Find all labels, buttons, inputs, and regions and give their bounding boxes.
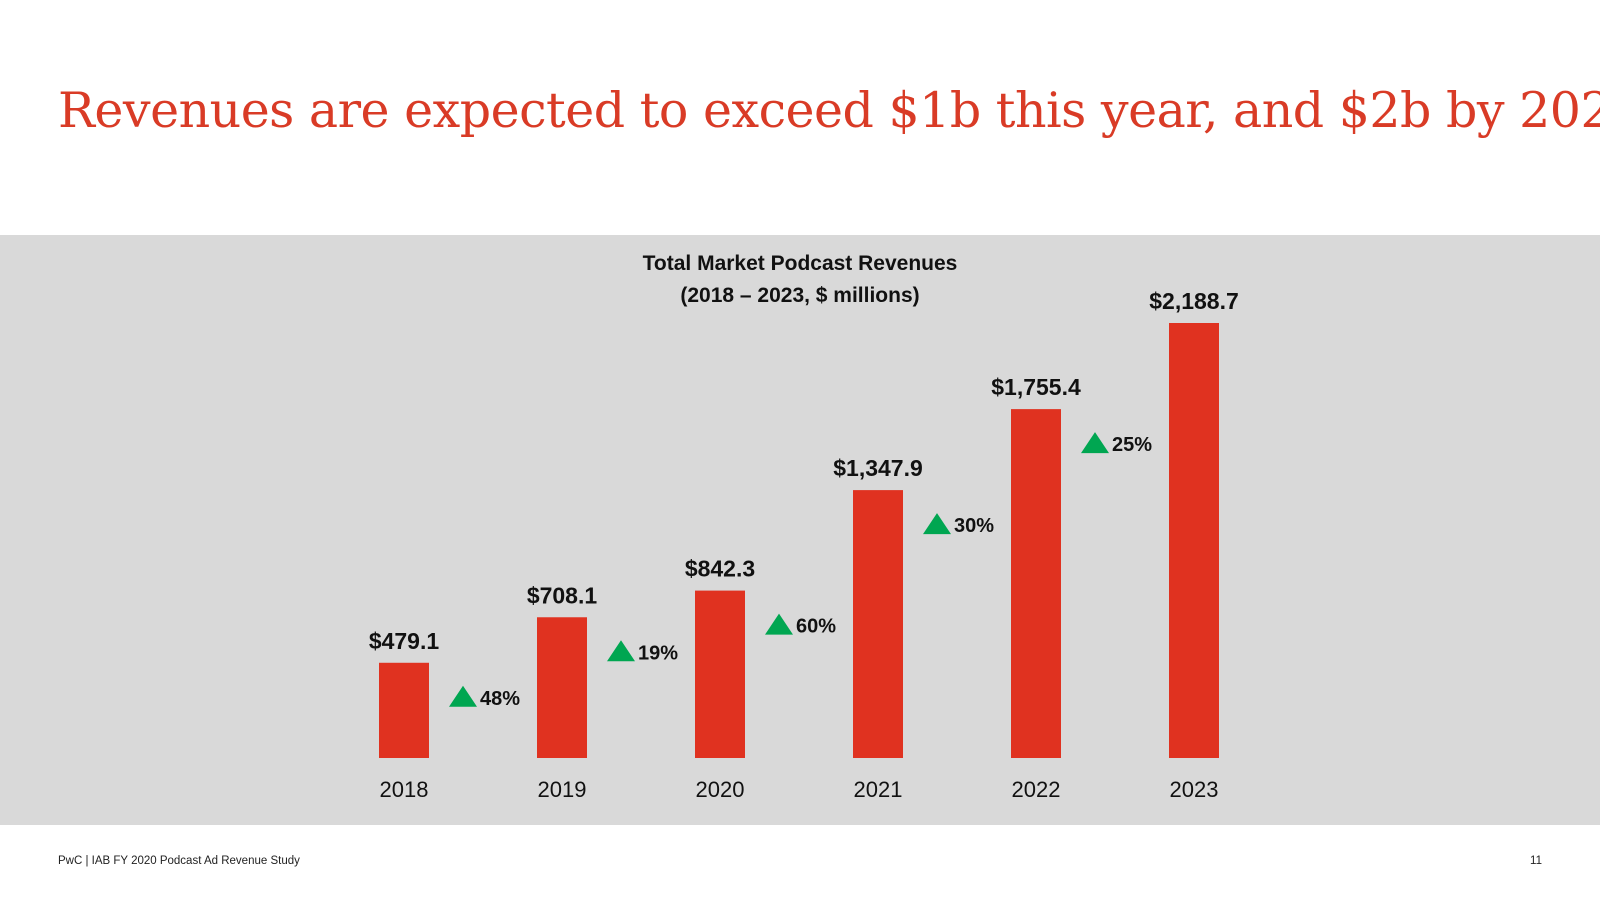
growth-up-arrow-icon [923, 513, 951, 535]
footer-source: PwC | IAB FY 2020 Podcast Ad Revenue Stu… [58, 855, 300, 867]
bar-2020 [695, 590, 745, 758]
value-label-2018: $479.1 [369, 628, 440, 654]
bars-layer: $479.1 2018 $708.1 2019 $842.3 2020 $1,347.9 20… [369, 288, 1239, 802]
value-label-2022: $1,755.4 [991, 374, 1081, 400]
growth-up-arrow-icon [765, 613, 793, 635]
bar-2021 [853, 490, 903, 758]
growth-label-2018-2019: 48% [480, 688, 520, 710]
growth-label-2022-2023: 25% [1112, 434, 1152, 456]
value-label-2021: $1,347.9 [833, 455, 923, 481]
bar-2022 [1011, 409, 1061, 758]
value-label-2020: $842.3 [685, 556, 755, 582]
value-label-2019: $708.1 [527, 582, 598, 608]
growth-label-2021-2022: 30% [954, 515, 994, 537]
growth-label-2019-2020: 19% [638, 642, 678, 664]
growth-label-2020-2021: 60% [796, 616, 836, 638]
value-label-2023: $2,188.7 [1149, 288, 1239, 314]
x-tick-2022: 2022 [1012, 777, 1061, 802]
bar-2019 [537, 617, 587, 758]
page-number: 11 [1530, 855, 1542, 867]
revenue-bar-chart: Total Market Podcast Revenues (2018 – 20… [369, 252, 1239, 802]
page-title: Revenues are expected to exceed $1b this… [58, 82, 1600, 139]
chart-title: Total Market Podcast Revenues [643, 252, 958, 275]
x-tick-2021: 2021 [854, 777, 903, 802]
x-tick-2018: 2018 [380, 777, 429, 802]
growth-up-arrow-icon [1081, 432, 1109, 454]
chart-panel: Total Market Podcast Revenues (2018 – 20… [0, 235, 1600, 825]
x-tick-2019: 2019 [538, 777, 587, 802]
growth-up-arrow-icon [607, 640, 635, 662]
bar-2018 [379, 662, 429, 758]
growth-up-arrow-icon [449, 685, 477, 707]
bar-2023 [1169, 323, 1219, 758]
x-tick-2020: 2020 [696, 777, 745, 802]
chart-subtitle: (2018 – 2023, $ millions) [680, 284, 919, 307]
x-tick-2023: 2023 [1170, 777, 1219, 802]
